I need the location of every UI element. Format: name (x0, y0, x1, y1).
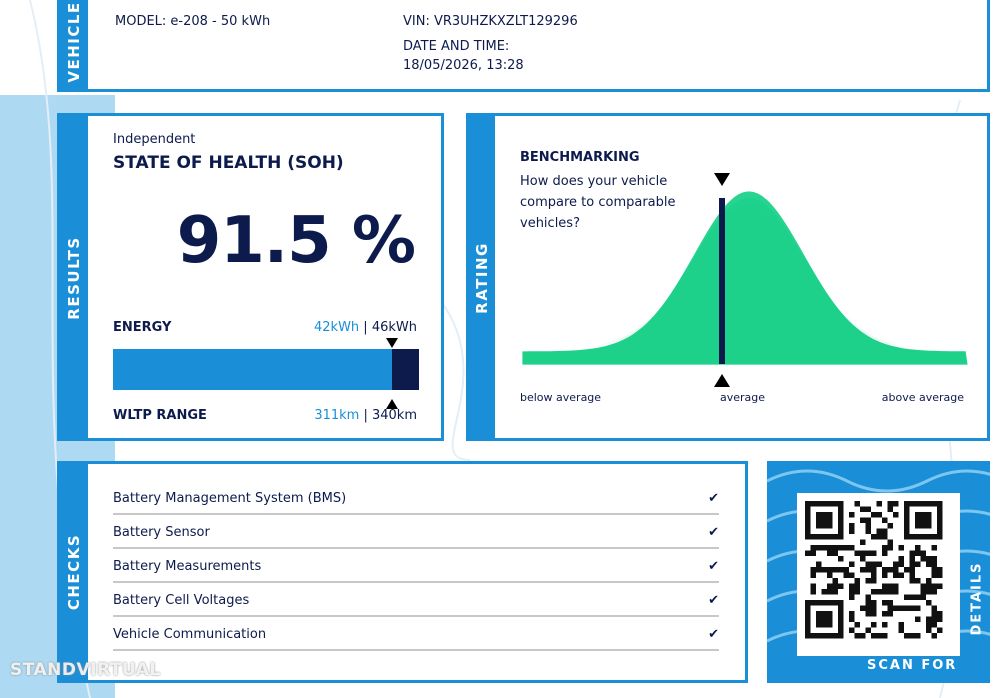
kicker: Independent (113, 132, 196, 147)
check-label: Battery Cell Voltages (113, 593, 250, 608)
title: STATE OF HEALTH (SOH) (113, 153, 344, 173)
energy-current: 42kWh (314, 320, 360, 335)
check-icon: ✔ (708, 593, 719, 608)
average-label: average (720, 391, 766, 404)
energy-max: 46kWh (371, 320, 417, 335)
vehicle-card: VEHICLE MODEL: e-208 - 50 kWh VIN: VR3UH… (57, 0, 990, 92)
date-label: DATE AND TIME: (403, 39, 510, 54)
check-label: Battery Sensor (113, 525, 210, 540)
above-label: above average (881, 391, 964, 404)
bench-question: How does your vehicle compare to compara… (520, 174, 676, 231)
watermark: STANDVIRTUAL (10, 660, 161, 680)
section-label: RESULTS (65, 236, 83, 320)
below-label: below average (520, 391, 602, 404)
range-values: 311km | 340km (314, 408, 417, 423)
energy-bar (113, 349, 419, 390)
qr-card: SCAN FOR DETAILS (767, 461, 990, 683)
check-icon: ✔ (708, 559, 719, 574)
check-label: Battery Management System (BMS) (113, 491, 347, 506)
bench-title: BENCHMARKING (520, 150, 640, 165)
check-label: Battery Measurements (113, 559, 262, 574)
section-label: VEHICLE (65, 1, 83, 83)
details-label: DETAILS (969, 561, 985, 636)
results-card: RESULTS Independent STATE OF HEALTH (SOH… (57, 113, 444, 441)
check-row: Vehicle Communication ✔ (113, 627, 719, 651)
qr-box (797, 493, 960, 656)
energy-values: 42kWh | 46kWh (314, 320, 417, 335)
range-current: 311km (314, 408, 360, 423)
check-row: Battery Cell Voltages ✔ (113, 593, 719, 617)
check-row: Battery Management System (BMS) ✔ (113, 491, 719, 515)
checks-card: CHECKS (57, 461, 748, 683)
energy-label: ENERGY (113, 320, 172, 335)
section-label: CHECKS (65, 533, 83, 611)
soh-value: 91.5 % (176, 204, 416, 278)
bell-curve (521, 173, 969, 387)
model: MODEL: e-208 - 50 kWh (115, 14, 271, 29)
check-row: Battery Sensor ✔ (113, 525, 719, 549)
check-icon: ✔ (708, 491, 719, 506)
date: 18/05/2026, 13:28 (403, 58, 524, 73)
energy-fill (113, 349, 393, 390)
check-label: Vehicle Communication (113, 627, 267, 642)
check-row: Battery Measurements ✔ (113, 559, 719, 583)
scan-label: SCAN FOR (867, 658, 958, 673)
range-label: WLTP RANGE (113, 408, 207, 423)
check-icon: ✔ (708, 627, 719, 642)
rating-card: RATING BENCHMARKING How does your vehicl… (466, 113, 990, 441)
vin: VIN: VR3UHZKXZLT129296 (403, 14, 578, 29)
range-max: 340km (371, 408, 417, 423)
check-icon: ✔ (708, 525, 719, 540)
